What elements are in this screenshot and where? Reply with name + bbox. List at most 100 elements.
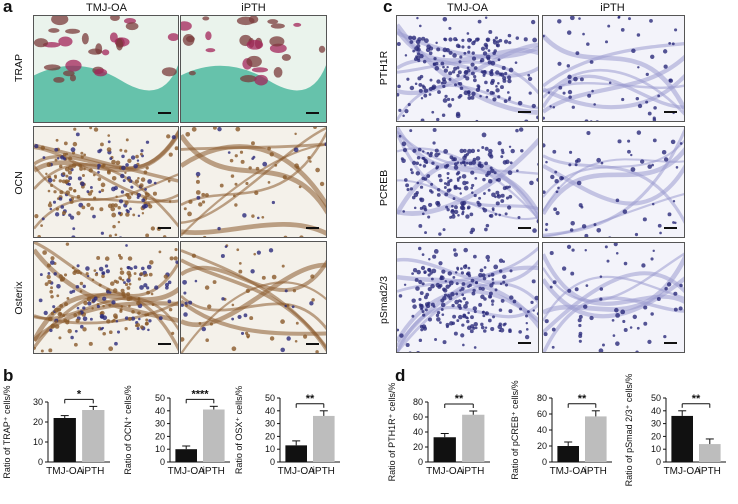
y-tick-label: 0 [542, 457, 547, 467]
micrograph-a-ocn-tmjoa [33, 126, 179, 238]
x-tick-label: TMJ-OA [426, 466, 464, 477]
y-tick-label: 20 [155, 431, 165, 441]
scale-bar [158, 343, 171, 345]
significance-label: ** [578, 393, 587, 405]
micrograph-c-pth1r-tmjoa [396, 15, 539, 122]
y-tick-label: 10 [33, 437, 43, 447]
y-tick-label: 0 [38, 457, 43, 467]
y-axis-label: Ratio of OCN⁺ cells/% [123, 385, 133, 474]
panel-letter-d: d [395, 366, 406, 385]
bar-tmjoa [433, 437, 456, 462]
y-tick-label: 40 [155, 406, 165, 416]
bar-ipth [313, 415, 335, 462]
y-tick-label: 50 [155, 393, 165, 403]
y-tick-label: 10 [265, 444, 275, 454]
micrograph-c-pcreb-ipth [542, 126, 685, 238]
micrograph-a-trap-tmjoa [33, 15, 179, 123]
y-tick-label: 80 [537, 393, 547, 403]
scale-bar [306, 112, 319, 114]
panel-letter-b: b [3, 366, 14, 385]
x-tick-label: iPTH [82, 466, 104, 477]
significance-label: ** [692, 393, 701, 405]
significance-label: **** [191, 388, 209, 400]
panel-c-col-header-tmjoa: TMJ-OA [447, 2, 488, 14]
micrograph-c-pth1r-ipth [542, 15, 685, 122]
y-tick-label: 80 [413, 397, 423, 407]
y-tick-label: 20 [651, 431, 661, 441]
y-tick-label: 20 [33, 417, 43, 427]
x-tick-label: iPTH [313, 466, 335, 477]
panel-letter-a: a [3, 0, 13, 16]
micrograph-a-osx-ipth [180, 241, 327, 354]
y-tick-label: 40 [413, 427, 423, 437]
micrograph-a-trap-ipth [180, 15, 327, 123]
x-tick-label: TMJ-OA [550, 466, 588, 477]
scale-bar [518, 111, 531, 113]
x-tick-label: TMJ-OA [46, 466, 84, 477]
y-axis-label: Ratio of OSX⁺ cells/% [234, 386, 244, 474]
y-tick-label: 10 [155, 444, 165, 454]
scale-bar [664, 111, 677, 113]
y-tick-label: 0 [270, 457, 275, 467]
y-tick-label: 40 [651, 406, 661, 416]
scale-bar [518, 342, 531, 344]
y-tick-label: 60 [413, 412, 423, 422]
y-tick-label: 60 [537, 409, 547, 419]
y-axis-label: Ratio of pCREB⁺ cells/% [510, 380, 520, 479]
x-tick-label: iPTH [203, 466, 225, 477]
bar-tmjoa [175, 449, 197, 462]
bar-ipth [462, 414, 485, 462]
scale-bar [664, 227, 677, 229]
bar-tmjoa [53, 418, 76, 462]
y-tick-label: 20 [413, 442, 423, 452]
y-tick-label: 50 [265, 393, 275, 403]
y-tick-label: 0 [418, 457, 423, 467]
panel-letter-c: c [383, 0, 393, 16]
bar-ipth [699, 444, 721, 462]
scale-bar [158, 112, 171, 114]
panel-a-col-header-ipth: iPTH [241, 2, 266, 14]
x-tick-label: iPTH [585, 466, 607, 477]
y-tick-label: 10 [651, 444, 661, 454]
y-tick-label: 40 [265, 406, 275, 416]
bar-ipth [82, 410, 105, 462]
y-tick-label: 30 [265, 419, 275, 429]
panel-c-col-header-ipth: iPTH [600, 2, 625, 14]
scale-bar [306, 343, 319, 345]
y-axis-label: Ratio of TRAP⁺ cells/% [2, 385, 12, 478]
panel-a-col-header-tmjoa: TMJ-OA [86, 2, 127, 14]
y-tick-label: 20 [265, 431, 275, 441]
bar-tmjoa [671, 415, 693, 462]
bar-ipth [203, 409, 225, 462]
scale-bar [518, 227, 531, 229]
micrograph-a-ocn-ipth [180, 126, 327, 238]
y-tick-label: 30 [33, 397, 43, 407]
bar-tmjoa [285, 445, 307, 462]
y-tick-label: 40 [537, 425, 547, 435]
scale-bar [158, 227, 171, 229]
x-tick-label: TMJ-OA [664, 466, 702, 477]
y-tick-label: 30 [651, 419, 661, 429]
x-tick-label: iPTH [462, 466, 484, 477]
scale-bar [306, 227, 319, 229]
y-tick-label: 30 [155, 419, 165, 429]
significance-label: ** [455, 393, 464, 405]
scale-bar [664, 342, 677, 344]
y-tick-label: 50 [651, 393, 661, 403]
bar-ipth [585, 416, 607, 462]
micrograph-c-pcreb-tmjoa [396, 126, 539, 238]
y-axis-label: Ratio of PTH1R⁺ cells/% [387, 383, 397, 482]
micrograph-a-osx-tmjoa [33, 241, 179, 354]
micrograph-c-psmad-ipth [542, 242, 685, 353]
y-tick-label: 0 [656, 457, 661, 467]
significance-label: ** [306, 393, 315, 405]
x-tick-label: TMJ-OA [168, 466, 206, 477]
significance-label: * [77, 388, 82, 400]
micrograph-c-psmad-tmjoa [396, 242, 539, 353]
y-tick-label: 20 [537, 441, 547, 451]
y-tick-label: 0 [160, 457, 165, 467]
bar-tmjoa [557, 446, 579, 462]
x-tick-label: TMJ-OA [278, 466, 316, 477]
x-tick-label: iPTH [699, 466, 721, 477]
